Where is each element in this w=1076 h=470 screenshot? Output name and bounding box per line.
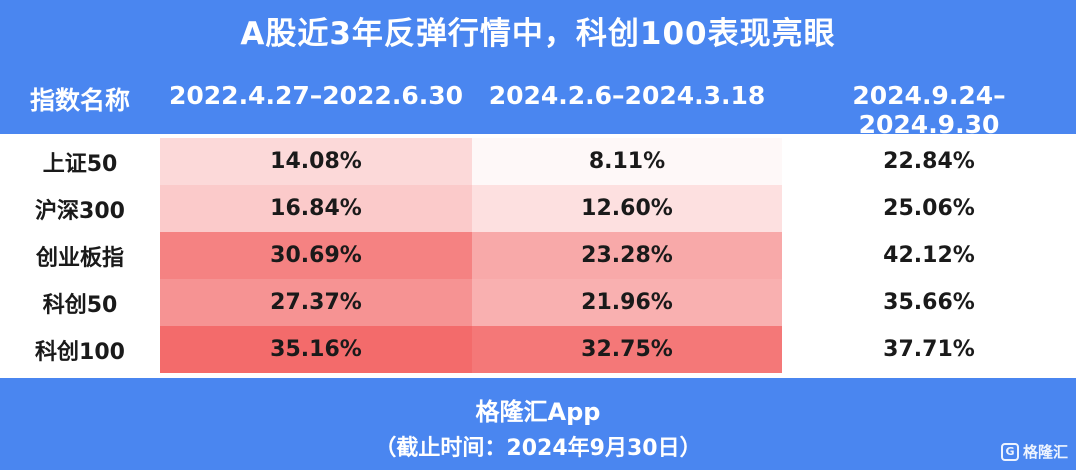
row-label: 科创50 xyxy=(42,292,118,318)
table-cell: 35.66% xyxy=(883,290,975,315)
row-label: 创业板指 xyxy=(35,245,124,271)
table-cell: 22.84% xyxy=(883,149,975,174)
table-cell: 21.96% xyxy=(472,279,782,326)
footer-band xyxy=(0,378,1076,470)
table-cell: 32.75% xyxy=(472,326,782,373)
watermark-logo-icon: G xyxy=(1000,442,1019,461)
table-cell: 14.08% xyxy=(160,138,472,185)
row-label: 科创100 xyxy=(35,339,125,365)
watermark-text: 格隆汇 xyxy=(1022,443,1068,461)
table-cell: 12.60% xyxy=(472,185,782,232)
table-cell: 30.69% xyxy=(160,232,472,279)
footer-source: 格隆汇App xyxy=(475,398,601,426)
watermark: G 格隆汇 xyxy=(1000,441,1068,462)
footer-note: （截止时间：2024年9月30日） xyxy=(374,436,702,461)
column-header-period-3: 2024.9.24–2024.9.30 xyxy=(852,81,1006,139)
table-cell: 27.37% xyxy=(160,279,472,326)
row-label: 上证50 xyxy=(42,151,118,177)
row-label: 沪深300 xyxy=(35,198,125,224)
table-cell: 42.12% xyxy=(883,243,975,268)
table-title: A股近3年反弹行情中，科创100表现亮眼 xyxy=(240,16,836,52)
table-cell: 37.71% xyxy=(883,337,975,362)
table-cell: 23.28% xyxy=(472,232,782,279)
column-header-period-2: 2024.2.6–2024.3.18 xyxy=(488,81,766,110)
column-header-index-name: 指数名称 xyxy=(29,86,130,115)
table-cell: 35.16% xyxy=(160,326,472,373)
column-header-period-1: 2022.4.27–2022.6.30 xyxy=(168,81,464,110)
table-cell: 8.11% xyxy=(472,138,782,185)
table-cell: 16.84% xyxy=(160,185,472,232)
header-band xyxy=(0,0,1076,134)
table-cell: 25.06% xyxy=(883,196,975,221)
